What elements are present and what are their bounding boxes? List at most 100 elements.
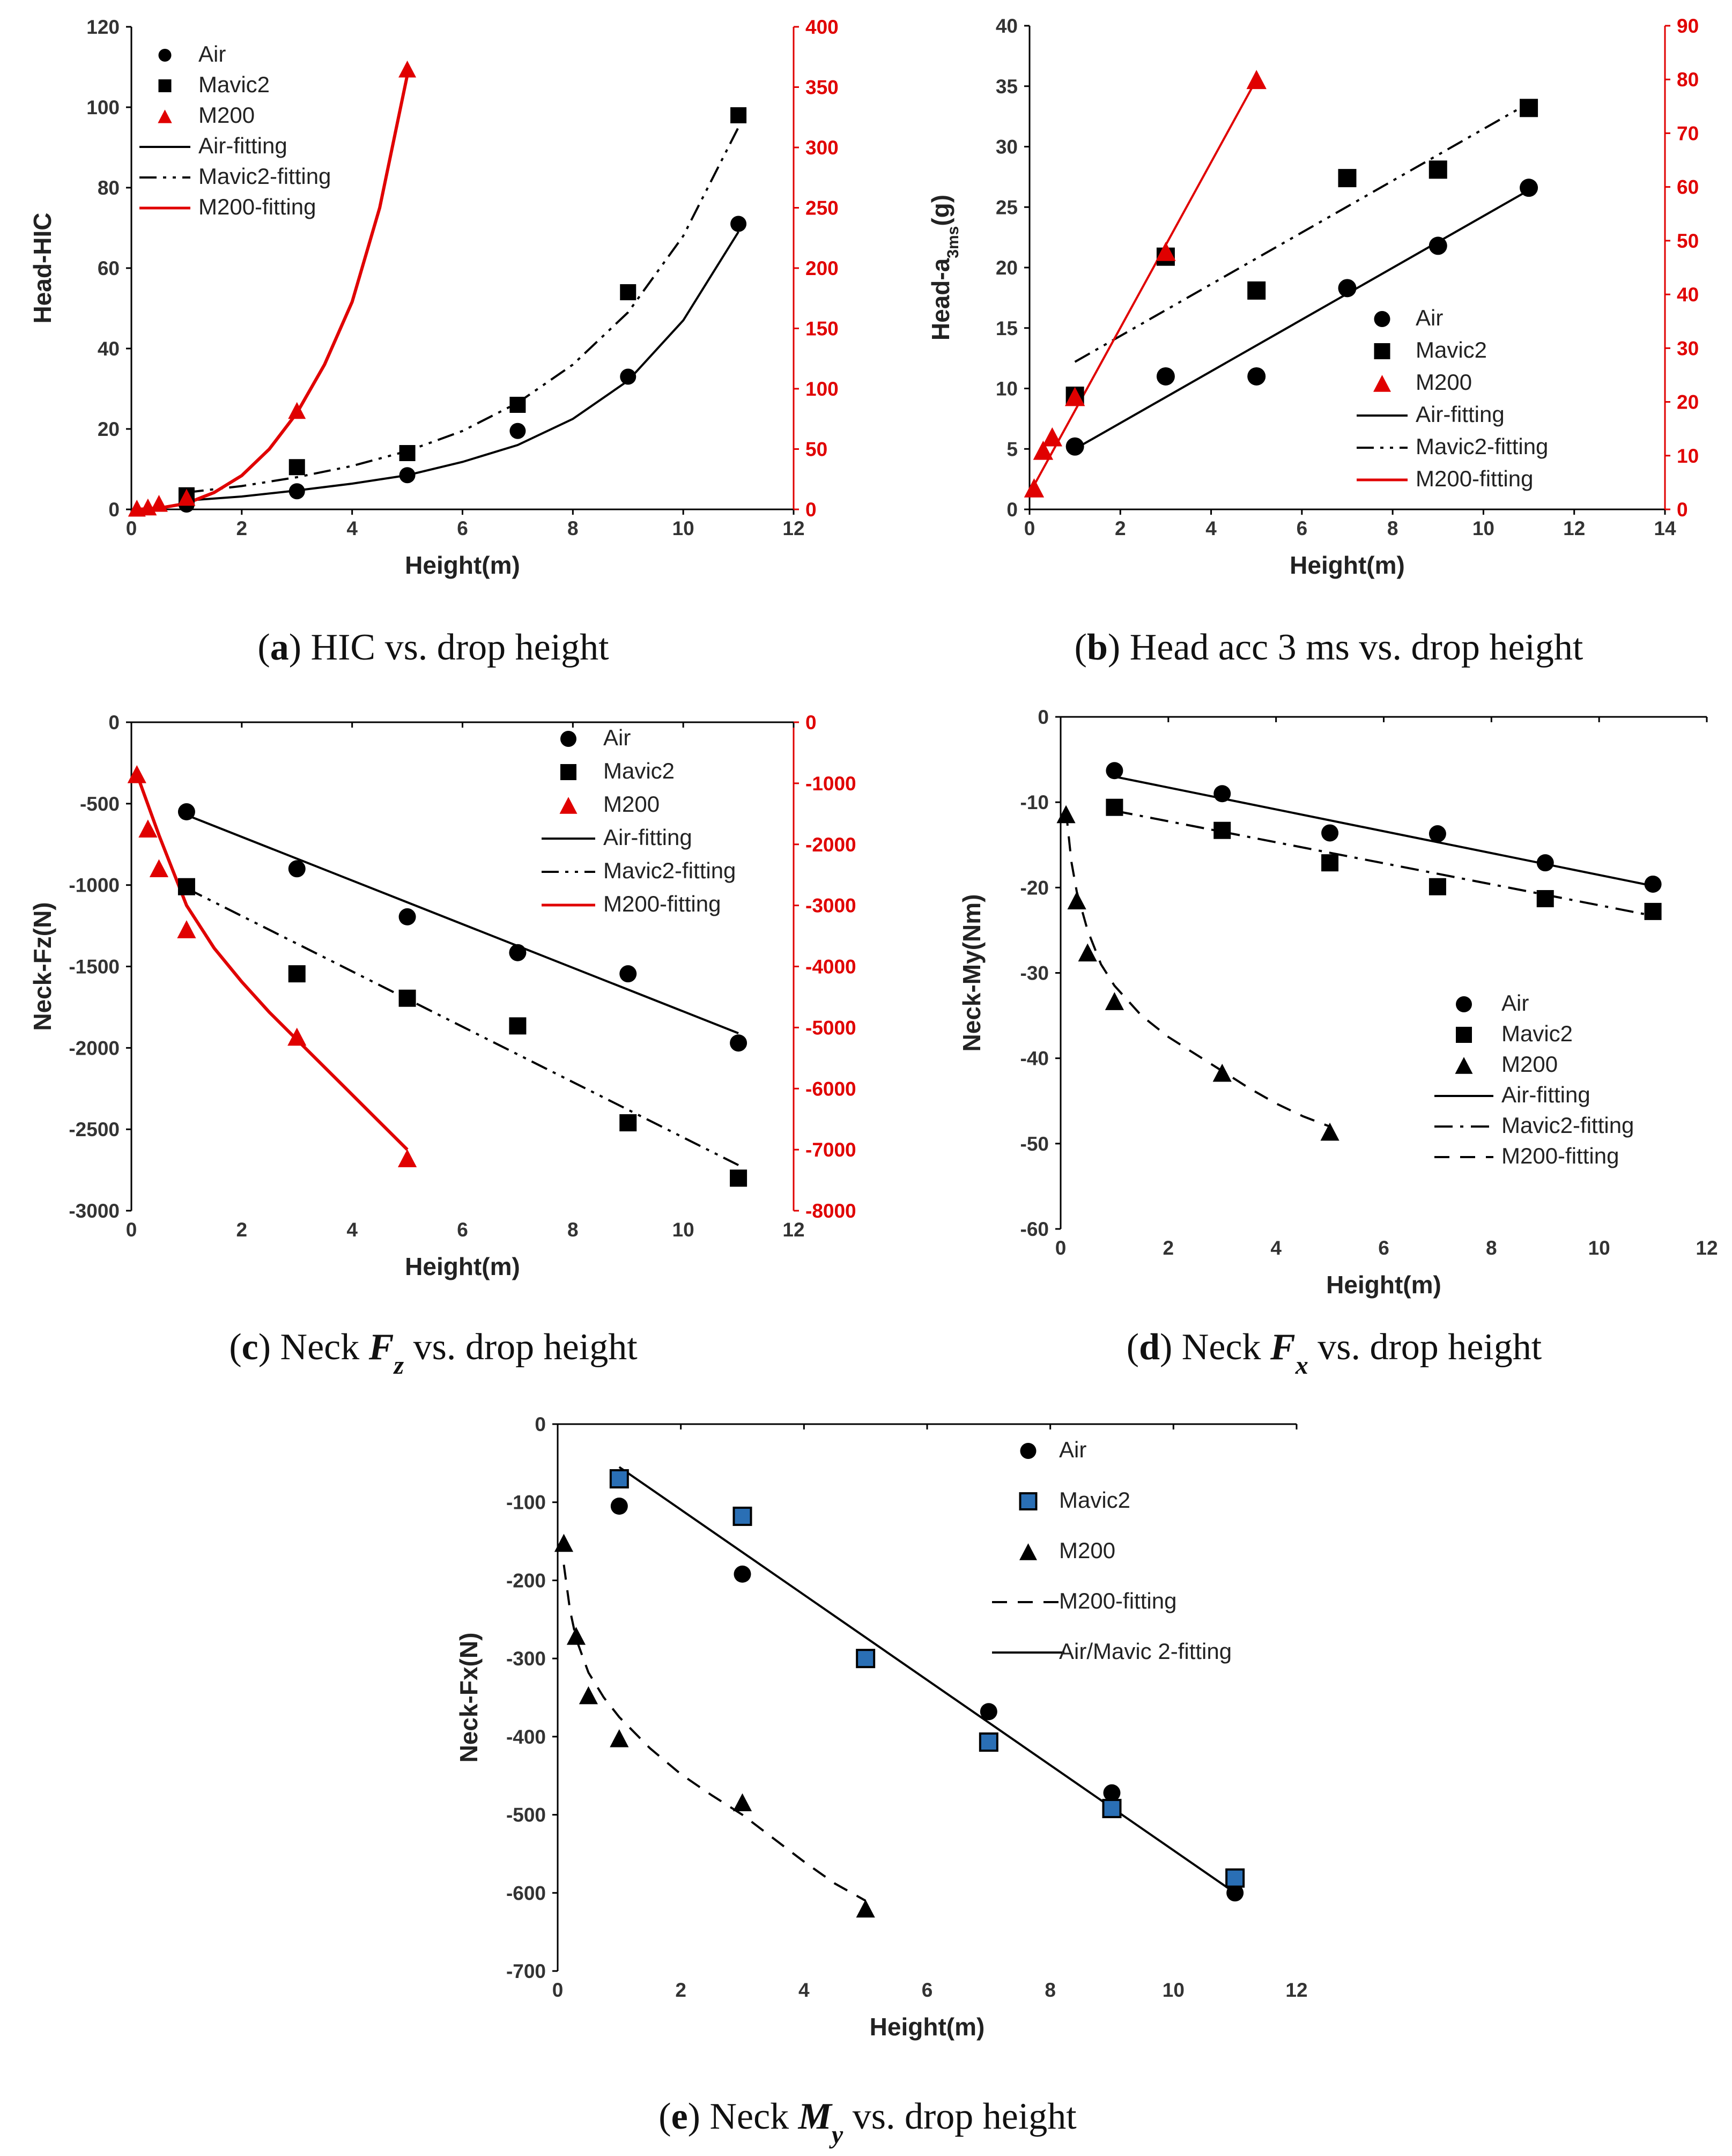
- y2-tick-label: -2000: [805, 834, 856, 856]
- x-tick-label: 12: [782, 1219, 804, 1241]
- legend-label: Mavic2-fitting: [603, 858, 736, 883]
- y2-tick-label: 90: [1677, 15, 1699, 37]
- data-point-air: [734, 1565, 751, 1583]
- y-tick-label: -500: [80, 793, 120, 815]
- data-point-air: [1428, 825, 1446, 843]
- y2-tick-label: -1000: [805, 773, 856, 795]
- chart-e: 0 2 4 6 8 10 12 0 -100 -200 -300 -400 -500 -600 -700 He…: [455, 1413, 1308, 2041]
- y-tick-label: -1000: [69, 875, 120, 897]
- data-point-mavic2: [509, 1017, 527, 1035]
- series-line-m200-fitting: [562, 1565, 867, 1902]
- data-point-m200: [1212, 1063, 1232, 1082]
- y-axis-label: Neck-Fz(N): [28, 902, 56, 1031]
- data-point-mavic2: [979, 1732, 998, 1752]
- y-axis-label: Neck-Fx(N): [455, 1633, 483, 1763]
- data-point-mavic2: [177, 878, 195, 895]
- y2-tick-label: 0: [805, 499, 817, 521]
- legend-label: M200-fitting: [198, 194, 316, 219]
- y-tick-label: 0: [108, 712, 120, 734]
- data-point-air: [1428, 236, 1447, 255]
- y-tick-label: -200: [506, 1569, 546, 1591]
- x-axis-label: Height(m): [870, 2013, 985, 2041]
- legend: Air Mavic2 M200 M200-fitting Air/Mavic 2-fit…: [992, 1437, 1232, 1664]
- legend-label: Air-fitting: [198, 133, 287, 158]
- data-point-mavic2: [1247, 281, 1266, 300]
- x-tick-label: 0: [126, 1219, 137, 1241]
- series-line-mavic2-fitting: [1114, 810, 1653, 917]
- legend-marker: [560, 764, 576, 780]
- x-tick-label: 2: [1163, 1237, 1174, 1259]
- legend-marker: [158, 109, 172, 123]
- data-point-mavic2: [1428, 160, 1447, 179]
- data-point-m200: [1156, 242, 1176, 261]
- data-point-air: [730, 216, 747, 232]
- y2-tick-label: 0: [1677, 499, 1688, 521]
- legend: Air Mavic2 M200 Air-fitting Mavic2-fitting M2…: [1357, 305, 1548, 491]
- y2-tick-label: 50: [1677, 230, 1699, 252]
- data-point-air: [509, 944, 527, 961]
- data-point-m200: [732, 1793, 752, 1812]
- data-point-m200: [287, 1027, 307, 1046]
- y2-tick-label: 100: [805, 378, 839, 400]
- data-point-m200: [138, 819, 158, 838]
- y2-tick-label: 400: [805, 16, 839, 38]
- y2-tick-label: -5000: [805, 1017, 856, 1039]
- x-tick-label: 2: [236, 1219, 248, 1241]
- y2-tick-label: 20: [1677, 391, 1699, 413]
- data-point-mavic2: [1644, 902, 1662, 920]
- data-point-air: [1338, 279, 1357, 298]
- y-tick-label: -500: [506, 1804, 546, 1826]
- x-tick-label: 4: [798, 1979, 810, 2001]
- legend-label: Mavic2: [1416, 337, 1487, 362]
- data-point-air: [1103, 1784, 1121, 1802]
- y2-tick-label: 80: [1677, 69, 1699, 91]
- data-point-m200: [1105, 992, 1124, 1010]
- y-tick-label: -10: [1020, 791, 1049, 813]
- y2-tick-label: 70: [1677, 122, 1699, 144]
- data-point-m200: [177, 920, 196, 938]
- data-point-air: [1065, 437, 1084, 456]
- x-tick-label: 10: [672, 1219, 694, 1241]
- legend-label: Air: [1501, 990, 1529, 1016]
- legend-label: Mavic2-fitting: [198, 164, 331, 189]
- data-point-m200: [1320, 1122, 1339, 1141]
- x-tick-label: 2: [236, 517, 248, 539]
- y-tick-label: 0: [1038, 706, 1049, 728]
- y-tick-label: -300: [506, 1648, 546, 1670]
- x-tick-label: 4: [346, 517, 358, 539]
- y-tick-label: -3000: [69, 1200, 120, 1222]
- legend-label: Mavic2-fitting: [1416, 434, 1548, 459]
- chart-b: 0 2 4 6 8 10 12 1405101520253035400102030405060…: [927, 15, 1699, 579]
- x-tick-label: 6: [1297, 517, 1308, 539]
- y2-tick-label: -6000: [805, 1078, 856, 1100]
- x-tick-label: 12: [1696, 1237, 1718, 1259]
- data-point-m200: [398, 61, 417, 78]
- x-tick-label: 10: [1163, 1979, 1185, 2001]
- caption-d: (d) Neck Fx vs. drop height: [1127, 1327, 1542, 1380]
- x-tick-label: 10: [672, 517, 694, 539]
- series-line-mavic2-fitting: [186, 887, 739, 1166]
- data-point-m200: [127, 765, 146, 783]
- y2-tick-label: 10: [1677, 445, 1699, 467]
- series-line-mavic2-fitting: [186, 127, 739, 494]
- data-point-air: [288, 860, 306, 878]
- x-tick-label: 0: [1024, 517, 1035, 539]
- caption-a: (a) HIC vs. drop height: [257, 627, 609, 668]
- legend: Air Mavic2 M200 Air-fitting Mavic2-fitting M2…: [139, 41, 331, 219]
- x-tick-label: 12: [1285, 1979, 1307, 2001]
- y2-tick-label: 150: [805, 318, 839, 340]
- x-tick-label: 2: [1115, 517, 1126, 539]
- legend-marker: [158, 49, 172, 62]
- x-tick-label: 0: [552, 1979, 564, 2001]
- y-tick-label: -30: [1020, 962, 1049, 984]
- data-point-m200: [566, 1627, 586, 1645]
- y-tick-label: -50: [1020, 1133, 1049, 1155]
- series-line-air-fitting: [1114, 775, 1653, 887]
- y2-tick-label: 50: [805, 439, 827, 461]
- y2-tick-label: 300: [805, 137, 839, 159]
- legend-label: M200-fitting: [1501, 1143, 1619, 1168]
- x-tick-label: 14: [1654, 517, 1676, 539]
- x-axis-label: Height(m): [405, 1253, 520, 1280]
- x-axis-label: Height(m): [405, 551, 520, 579]
